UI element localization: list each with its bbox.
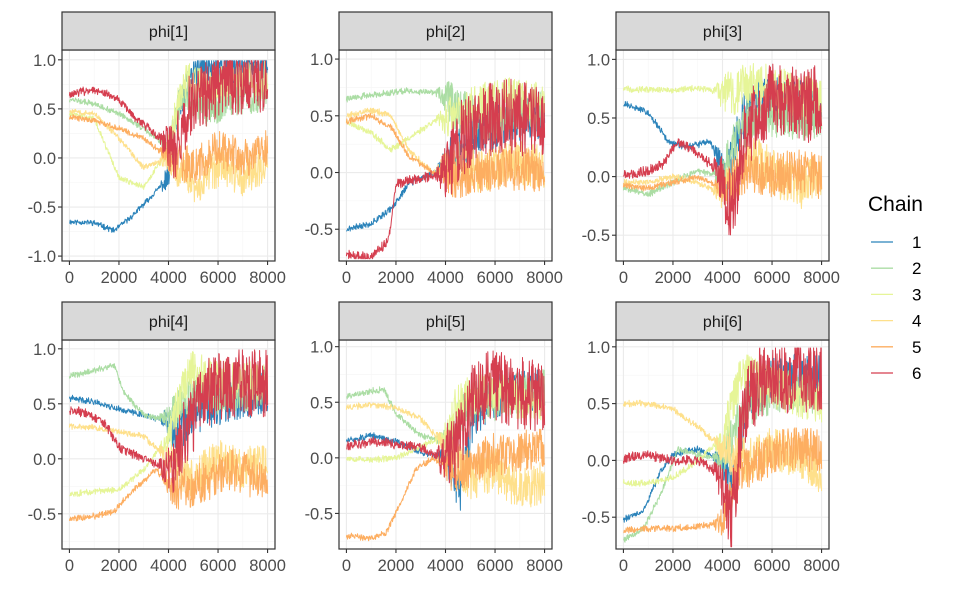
x-tick-label: 4000 bbox=[704, 269, 741, 287]
y-tick-label: -1.0 bbox=[28, 248, 56, 266]
trace-chain-6 bbox=[622, 347, 823, 548]
legend-label-chain-5: 5 bbox=[912, 338, 921, 357]
y-tick-label: 0.0 bbox=[310, 450, 333, 468]
facet-panel: phi[6] -0.5 0.0 0.5 1.0 0 2000 4000 6000 8000 bbox=[582, 301, 840, 575]
facet-strip-label: phi[4] bbox=[149, 314, 188, 331]
legend-label-chain-3: 3 bbox=[912, 285, 921, 304]
trace-chain-6 bbox=[622, 63, 823, 236]
x-tick-label: 0 bbox=[65, 557, 74, 575]
x-tick-label: 0 bbox=[65, 269, 74, 287]
trace-lines bbox=[68, 349, 269, 522]
y-tick-label: 1.0 bbox=[33, 341, 56, 359]
x-tick-label: 6000 bbox=[200, 269, 237, 287]
facet-panel: phi[2] -0.5 0.0 0.5 1.0 0 2000 4000 6000 8000 bbox=[305, 11, 563, 287]
trace-lines bbox=[68, 60, 269, 233]
facet-strip bbox=[338, 11, 553, 51]
trace-chain-4 bbox=[68, 423, 269, 497]
y-tick-label: -0.5 bbox=[305, 221, 333, 239]
trace-chain-5 bbox=[623, 427, 823, 536]
y-tick-label: 0.5 bbox=[587, 396, 610, 414]
x-tick-label: 4000 bbox=[150, 557, 187, 575]
x-tick-label: 8000 bbox=[803, 269, 840, 287]
x-tick-label: 4000 bbox=[150, 269, 187, 287]
facet-strip bbox=[615, 301, 830, 341]
trace-chain-6 bbox=[345, 78, 546, 260]
trace-lines bbox=[622, 63, 823, 236]
y-tick-label: 0.0 bbox=[587, 452, 610, 470]
y-tick-label: 1.0 bbox=[310, 51, 333, 69]
y-tick-label: -0.5 bbox=[28, 506, 56, 524]
y-tick-label: -0.5 bbox=[582, 227, 610, 245]
x-tick-label: 2000 bbox=[378, 557, 415, 575]
x-tick-label: 8000 bbox=[526, 557, 563, 575]
x-tick-label: 2000 bbox=[655, 557, 692, 575]
y-tick-label: -0.5 bbox=[582, 509, 610, 527]
x-tick-label: 6000 bbox=[200, 557, 237, 575]
facet-strip bbox=[61, 301, 276, 341]
x-tick-label: 2000 bbox=[655, 269, 692, 287]
legend-label-chain-2: 2 bbox=[912, 259, 921, 278]
x-tick-label: 4000 bbox=[427, 557, 464, 575]
y-tick-label: 0.5 bbox=[310, 394, 333, 412]
y-tick-label: 0.0 bbox=[33, 451, 56, 469]
y-tick-label: 1.0 bbox=[310, 339, 333, 357]
facet-panel: phi[5] -0.5 0.0 0.5 1.0 0 2000 4000 6000 8000 bbox=[305, 301, 563, 575]
facet-strip-label: phi[1] bbox=[149, 24, 188, 41]
y-tick-label: 0.0 bbox=[310, 165, 333, 183]
legend-label-chain-6: 6 bbox=[912, 364, 921, 383]
y-tick-label: 0.0 bbox=[33, 150, 56, 168]
x-tick-label: 0 bbox=[619, 557, 628, 575]
y-tick-label: 0.5 bbox=[310, 108, 333, 126]
legend: Chain 1 2 3 4 5 6 bbox=[868, 193, 923, 383]
facet-strip-label: phi[5] bbox=[426, 314, 465, 331]
x-tick-label: 4000 bbox=[427, 269, 464, 287]
trace-lines bbox=[345, 77, 546, 260]
x-tick-label: 0 bbox=[342, 557, 351, 575]
x-tick-label: 6000 bbox=[477, 269, 514, 287]
facet-strip-label: phi[2] bbox=[426, 24, 465, 41]
trace-chain-5 bbox=[68, 114, 269, 184]
facet-panel: phi[4] -0.5 0.0 0.5 1.0 0 2000 4000 6000 8000 bbox=[28, 301, 286, 575]
trace-chain-6 bbox=[68, 60, 269, 179]
x-tick-label: 6000 bbox=[754, 557, 791, 575]
y-tick-label: 0.5 bbox=[33, 396, 56, 414]
y-tick-label: -0.5 bbox=[305, 505, 333, 523]
y-tick-label: 1.0 bbox=[33, 52, 56, 70]
x-tick-label: 2000 bbox=[378, 269, 415, 287]
x-tick-label: 2000 bbox=[101, 269, 138, 287]
x-tick-label: 4000 bbox=[704, 557, 741, 575]
y-tick-label: 0.5 bbox=[587, 110, 610, 128]
x-tick-label: 0 bbox=[619, 269, 628, 287]
y-tick-label: 1.0 bbox=[587, 339, 610, 357]
legend-label-chain-4: 4 bbox=[912, 312, 921, 331]
x-tick-label: 0 bbox=[342, 269, 351, 287]
trace-lines bbox=[345, 350, 546, 542]
facet-strip bbox=[338, 301, 553, 341]
x-tick-label: 8000 bbox=[803, 557, 840, 575]
x-tick-label: 2000 bbox=[101, 557, 138, 575]
facet-panel: phi[1] -1.0 -0.5 0.0 0.5 1.0 0 2000 4000 6000 8000 bbox=[28, 11, 286, 287]
trace-chain-4 bbox=[622, 399, 823, 493]
y-tick-label: -0.5 bbox=[28, 199, 56, 217]
trace-lines bbox=[622, 347, 823, 548]
facet-strip bbox=[615, 11, 830, 51]
legend-label-chain-1: 1 bbox=[912, 233, 921, 252]
facet-panels: phi[1] -1.0 -0.5 0.0 0.5 1.0 0 2000 4000 6000 8000… bbox=[28, 11, 840, 575]
x-tick-label: 6000 bbox=[754, 269, 791, 287]
facet-strip-label: phi[3] bbox=[703, 24, 742, 41]
x-tick-label: 8000 bbox=[526, 269, 563, 287]
facet-strip bbox=[61, 11, 276, 51]
facet-strip-label: phi[6] bbox=[703, 314, 742, 331]
x-tick-label: 8000 bbox=[249, 557, 286, 575]
x-tick-label: 6000 bbox=[477, 557, 514, 575]
trace-chain-6 bbox=[69, 349, 269, 493]
y-tick-label: 0.5 bbox=[33, 101, 56, 119]
trace-chain-6 bbox=[346, 350, 546, 485]
legend-title: Chain bbox=[868, 193, 923, 216]
facet-panel: phi[3] -0.5 0.0 0.5 1.0 0 2000 4000 6000 8000 bbox=[582, 11, 840, 287]
y-tick-label: 1.0 bbox=[587, 51, 610, 69]
x-tick-label: 8000 bbox=[249, 269, 286, 287]
y-tick-label: 0.0 bbox=[587, 169, 610, 187]
